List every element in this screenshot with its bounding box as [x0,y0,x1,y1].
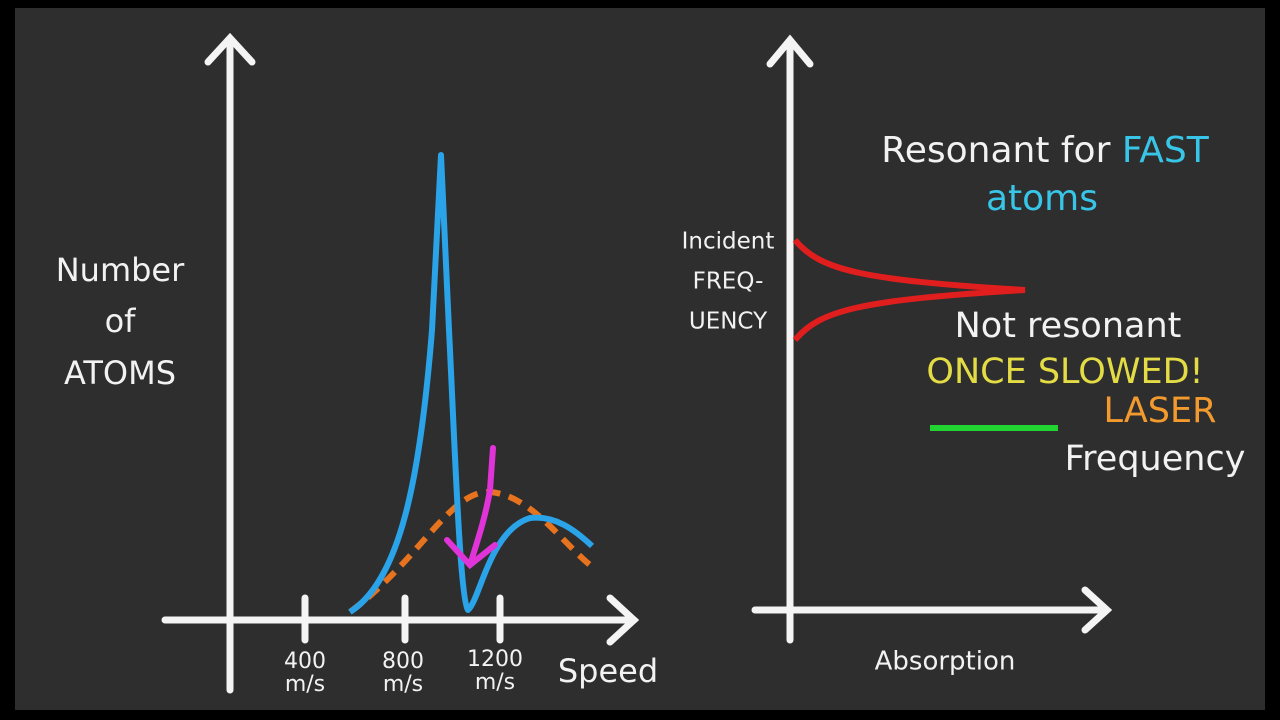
slowed-distribution [348,152,595,615]
resonant-line: Resonant for FAST [881,130,1209,171]
y-label: Number [56,251,185,289]
tick-label: 1200 [467,647,523,672]
y-arrow [766,34,814,68]
once-slowed: ONCE SLOWED! [926,352,1203,392]
x-arrow [606,594,640,646]
resonant-suffix: atoms [986,178,1098,219]
tick-unit: m/s [285,672,325,697]
y-arrow [204,32,256,66]
x-label: Absorption [875,647,1016,677]
resonant-prefix: Resonant for [881,130,1110,171]
y-label: UENCY [689,309,768,335]
shift-arrowhead [444,537,498,570]
tick-unit: m/s [383,672,423,697]
left-axes [161,32,640,694]
shift-arrow [467,445,496,568]
y-label: Incident [682,229,775,255]
x-arrow [1081,586,1113,634]
laser-label: LASER [1104,391,1217,431]
chalkboard [15,8,1265,710]
y-label: FREQ- [693,269,764,295]
y-label: of [105,302,137,340]
absorption-curve [792,238,1026,342]
resonant-highlight: FAST [1122,130,1210,171]
tick-label: 800 [382,649,424,674]
tick-label: 400 [284,649,326,674]
tick-unit: m/s [475,670,515,695]
y-label: ATOMS [64,354,176,392]
frequency-label: Frequency [1065,439,1246,479]
x-label: Speed [558,652,658,690]
not-resonant: Not resonant [955,306,1182,346]
right-axes [751,34,1113,644]
